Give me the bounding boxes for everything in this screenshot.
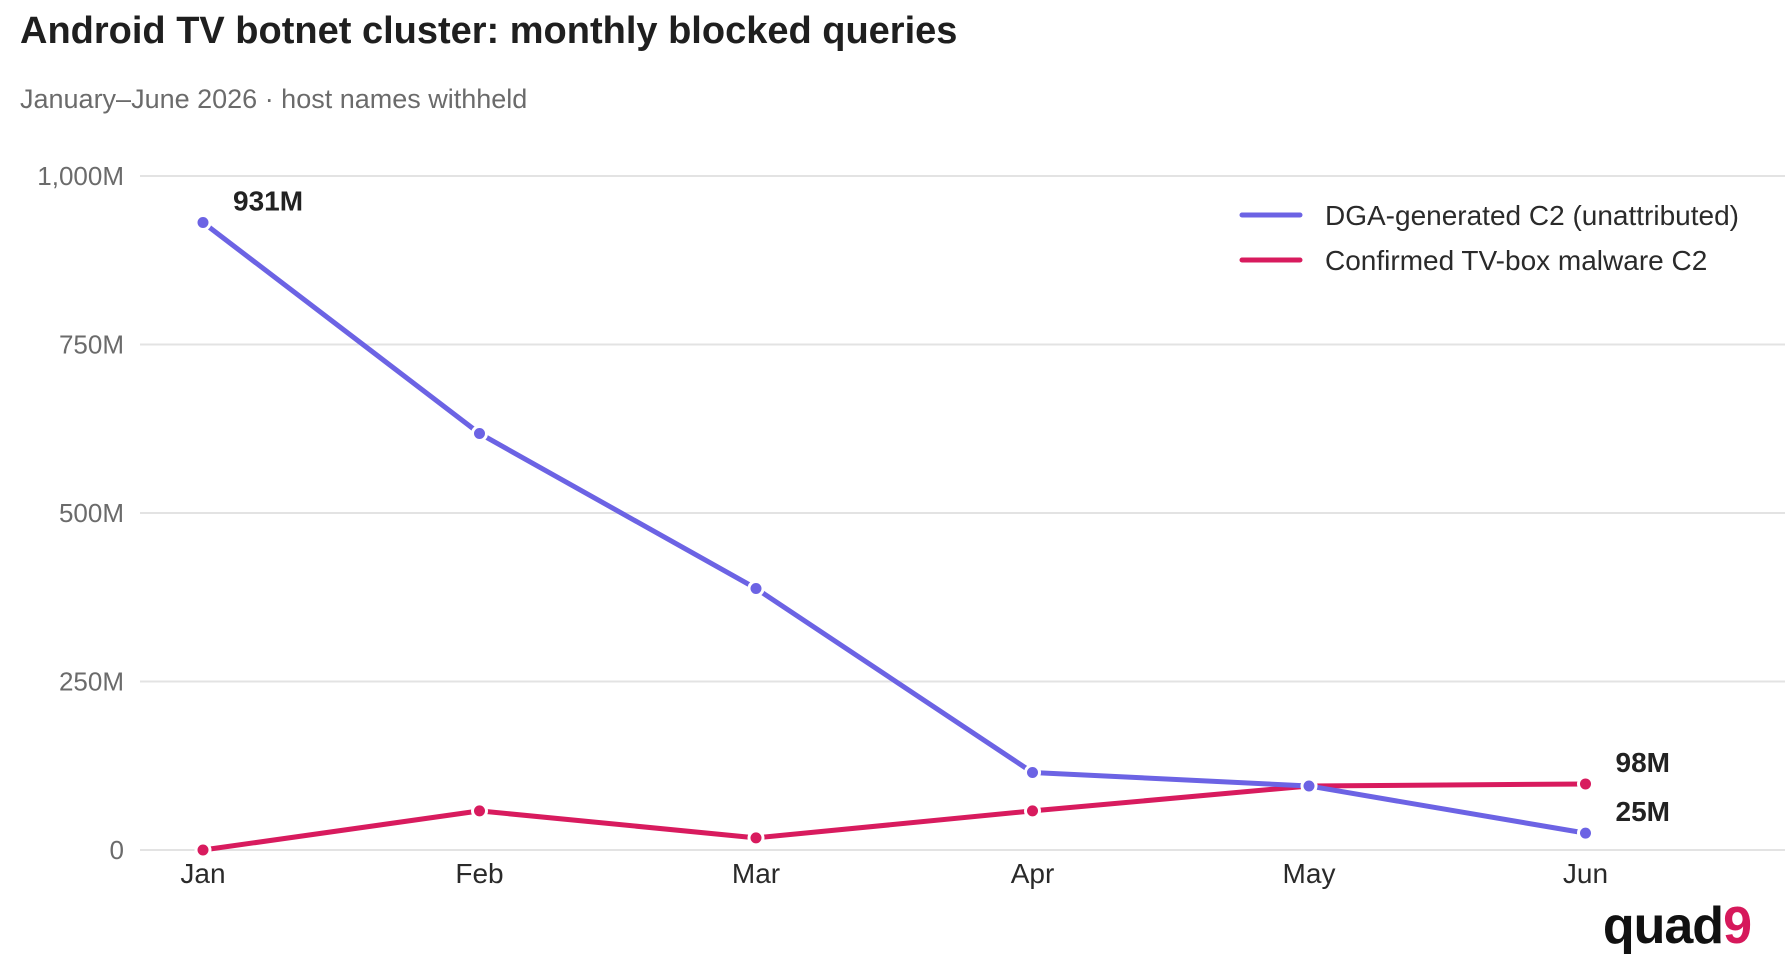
data-point xyxy=(1024,802,1041,820)
data-point xyxy=(1024,763,1041,781)
x-axis-ticks: Jan Feb Mar Apr May Jun xyxy=(180,858,1608,889)
series-lines xyxy=(194,214,1594,859)
data-point xyxy=(1577,775,1594,793)
data-point xyxy=(1300,777,1318,795)
data-label: 25M xyxy=(1616,796,1670,827)
y-tick-label: 1,000M xyxy=(37,161,124,191)
chart-subtitle: January–June 2026 · host names withheld xyxy=(20,84,528,114)
data-point xyxy=(747,579,765,597)
legend: DGA-generated C2 (unattributed) Confirmed… xyxy=(1239,200,1739,276)
y-axis-ticks: 0 250M 500M 750M 1,000M xyxy=(37,161,124,865)
logo-text: quad xyxy=(1602,897,1724,955)
data-point xyxy=(471,424,488,442)
x-tick-label: Mar xyxy=(732,858,780,889)
data-point xyxy=(194,841,212,859)
data-point xyxy=(194,214,212,232)
series-line xyxy=(200,781,1588,853)
chart-title: Android TV botnet cluster: monthly block… xyxy=(20,10,958,52)
y-tick-label: 250M xyxy=(59,667,124,697)
legend-label: DGA-generated C2 (unattributed) xyxy=(1325,200,1739,231)
x-tick-label: Apr xyxy=(1011,858,1055,889)
data-point xyxy=(1577,824,1594,842)
x-tick-label: May xyxy=(1283,858,1336,889)
x-tick-label: Jan xyxy=(180,858,225,889)
gridlines xyxy=(140,175,1785,851)
y-tick-label: 500M xyxy=(59,498,124,528)
logo-accent: 9 xyxy=(1723,897,1752,955)
y-tick-label: 0 xyxy=(110,835,124,865)
data-label: 98M xyxy=(1616,747,1670,778)
quad9-logo: quad9 xyxy=(1602,896,1752,956)
y-tick-label: 750M xyxy=(59,330,124,360)
legend-label: Confirmed TV-box malware C2 xyxy=(1325,245,1707,276)
data-point xyxy=(747,829,765,847)
x-tick-label: Jun xyxy=(1563,858,1608,889)
data-point xyxy=(471,802,488,820)
series-line xyxy=(200,220,1588,836)
x-tick-label: Feb xyxy=(455,858,503,889)
data-labels: 931M 98M 25M xyxy=(233,186,1670,828)
data-label: 931M xyxy=(233,186,303,217)
